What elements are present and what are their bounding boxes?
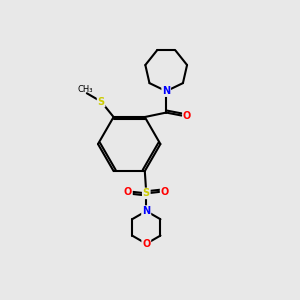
Text: N: N [142, 206, 150, 216]
Text: S: S [143, 188, 150, 198]
Text: O: O [142, 239, 150, 249]
Text: CH₃: CH₃ [78, 85, 93, 94]
Text: S: S [98, 97, 105, 106]
Text: N: N [162, 86, 170, 96]
Text: O: O [183, 110, 191, 121]
Text: N: N [142, 208, 150, 218]
Text: O: O [124, 187, 132, 197]
Text: O: O [160, 187, 169, 197]
